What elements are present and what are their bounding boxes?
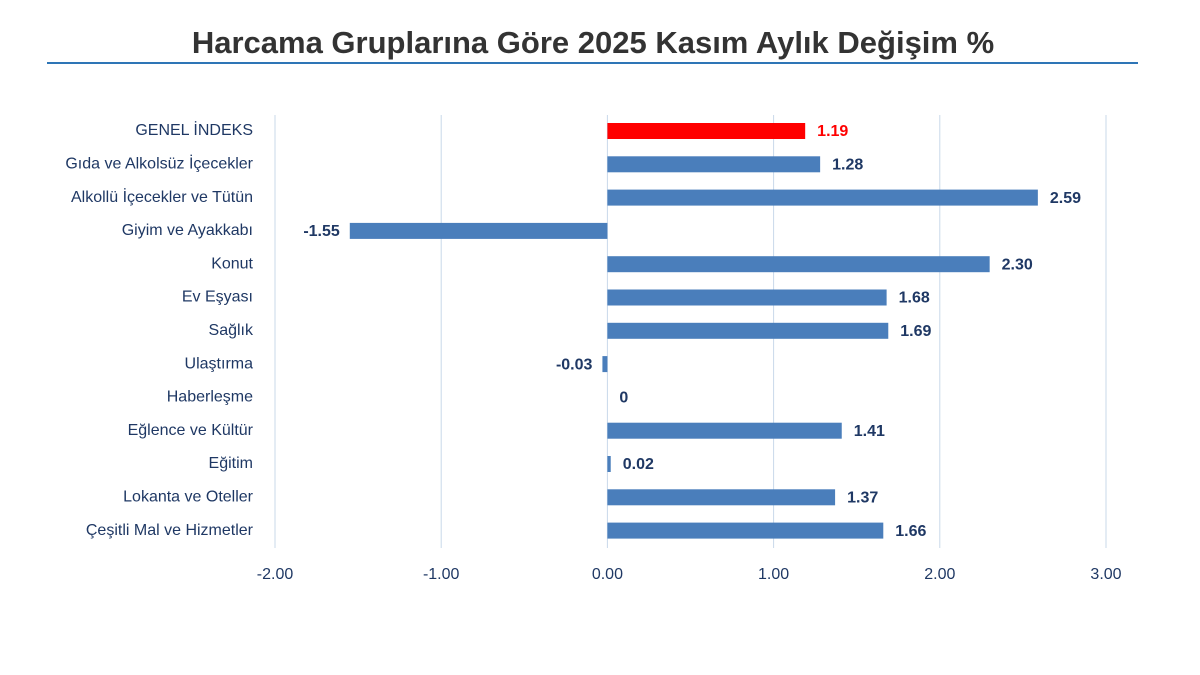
value-label: 0.02 [623,456,654,473]
category-label: Alkollü İçecekler ve Tütün [71,187,253,206]
bar [602,356,608,373]
category-label: Ulaştırma [185,355,254,372]
chart-title: Harcama Gruplarına Göre 2025 Kasım Aylık… [192,25,994,60]
bar [607,123,806,139]
bar [607,422,842,439]
category-label: Sağlık [209,322,254,339]
bar [607,289,887,306]
value-label: 2.59 [1050,190,1081,207]
x-tick-label: 2.00 [924,566,955,583]
bar [607,189,1038,206]
bar [607,322,889,339]
category-label: Lokanta ve Oteller [123,489,254,506]
value-label: 1.68 [899,290,930,307]
category-label: Eğitim [209,455,253,472]
value-label: 1.19 [817,123,848,140]
value-label: 1.37 [847,490,878,507]
category-label: GENEL İNDEKS [135,120,253,139]
category-label: Gıda ve Alkolsüz İçecekler [65,154,253,173]
bar [349,222,608,239]
x-tick-label: 3.00 [1090,566,1121,583]
category-label: Giyim ve Ayakkabı [122,222,253,239]
bar [607,156,821,173]
x-tick-label: 1.00 [758,566,789,583]
value-label: 1.69 [900,323,931,340]
value-label: 2.30 [1002,256,1033,273]
value-label: 1.41 [854,423,885,440]
x-tick-label: -2.00 [257,566,294,583]
value-label: 1.28 [832,157,863,174]
bar [607,456,611,472]
x-tick-label: -1.00 [423,566,460,583]
category-label: Konut [211,255,253,272]
category-label: Haberleşme [167,389,253,406]
bar [607,522,884,539]
category-label: Ev Eşyası [182,289,253,306]
value-label: 0 [619,390,628,407]
category-label: Eğlence ve Kültür [128,422,254,439]
value-label: 1.66 [895,523,926,540]
value-label: -0.03 [556,356,593,373]
value-label: -1.55 [303,223,340,240]
bar [607,256,990,273]
bar [607,489,836,506]
category-label: Çeşitli Mal ve Hizmetler [86,522,254,539]
x-tick-label: 0.00 [592,566,623,583]
